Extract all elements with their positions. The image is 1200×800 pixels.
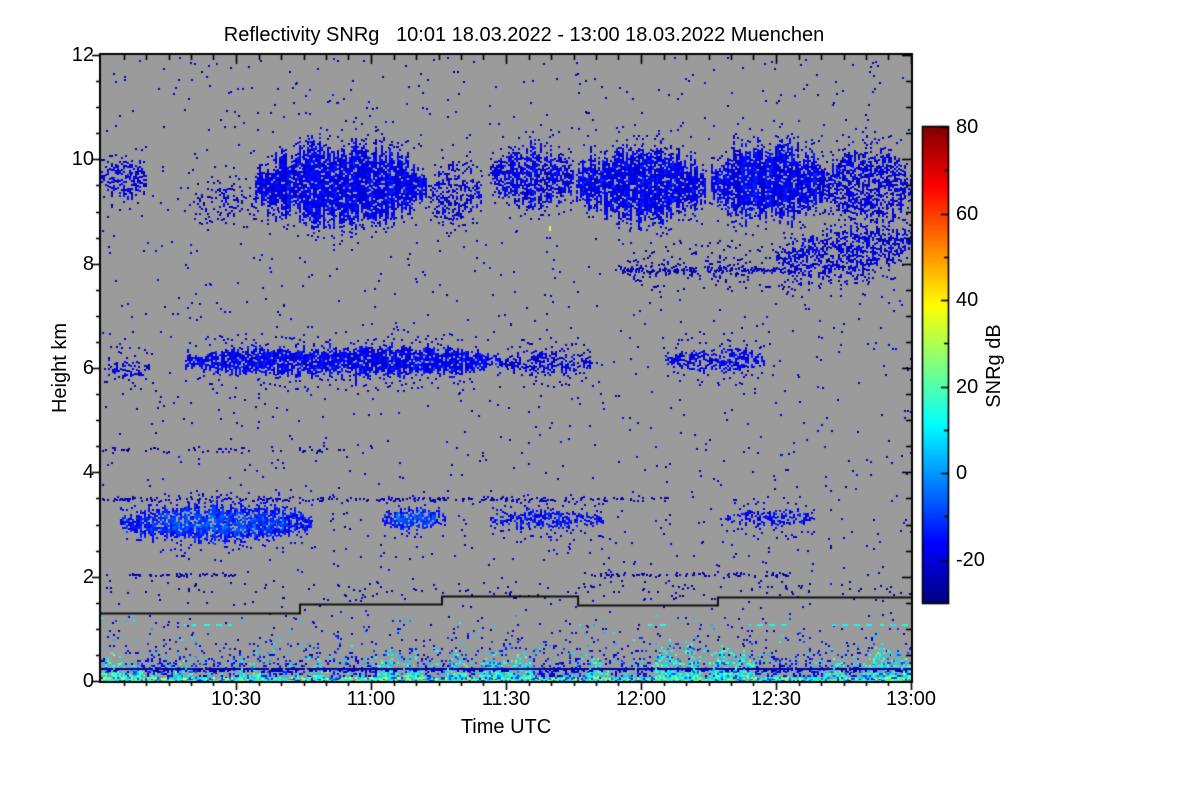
x-tick-label: 10:30 (210, 688, 262, 710)
y-tick-label: 10 (71, 148, 94, 171)
x-tick-label: 13:00 (885, 688, 937, 710)
y-tick-label: 0 (82, 670, 94, 692)
colorbar-tick-label: -20 (956, 548, 985, 571)
x-tick-label: 12:30 (750, 688, 802, 710)
y-tick-label: 4 (82, 461, 94, 484)
colorbar-tick-label: 60 (956, 202, 979, 225)
colorbar-tick-label: 80 (956, 116, 979, 138)
colorbar-tick-label: 20 (956, 375, 979, 398)
colorbar-tick-label: 0 (956, 462, 968, 485)
x-tick-label: 11:00 (346, 688, 396, 710)
x-tick-label: 12:00 (615, 688, 667, 710)
x-tick-label: 11:30 (481, 688, 531, 710)
y-tick-label: 6 (82, 357, 94, 379)
chart-title: Reflectivity SNRg 10:01 18.03.2022 - 13:… (223, 24, 825, 46)
colorbar-label: SNRg dB (983, 324, 1005, 408)
y-tick-label: 12 (71, 44, 94, 66)
x-axis-label: Time UTC (460, 716, 552, 738)
y-tick-label: 8 (82, 252, 94, 275)
colorbar-tick-label: 40 (956, 289, 979, 312)
y-tick-label: 2 (82, 565, 94, 588)
